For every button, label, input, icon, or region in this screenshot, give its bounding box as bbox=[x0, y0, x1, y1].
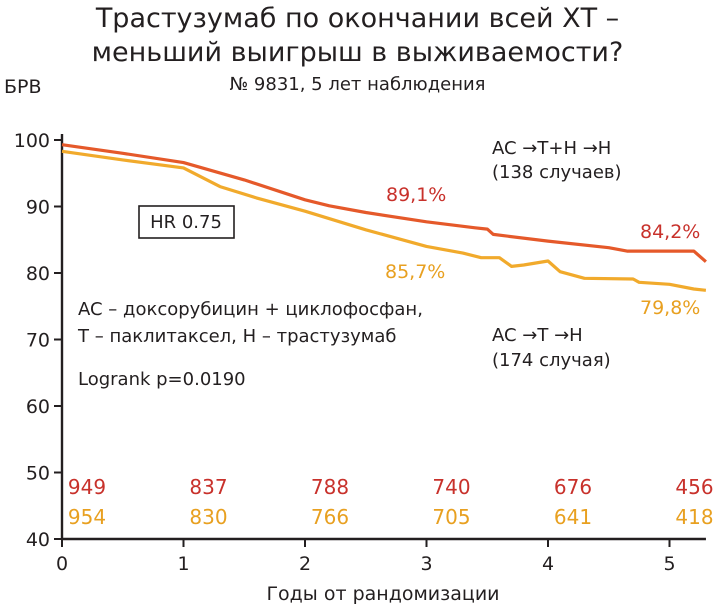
annotation-orange-85: 85,7% bbox=[385, 261, 445, 283]
at-risk-value-series2: 766 bbox=[311, 505, 349, 529]
at-risk-value-series1: 837 bbox=[189, 475, 227, 499]
at-risk-value-series2: 830 bbox=[189, 505, 227, 529]
at-risk-value-series2: 954 bbox=[68, 505, 106, 529]
annotation-orange-79: 79,8% bbox=[640, 297, 700, 319]
series-line-2 bbox=[61, 149, 707, 292]
series-line-1 bbox=[61, 143, 707, 263]
chart-title-line1: Трастузумаб по окончании всей ХТ – bbox=[95, 3, 620, 34]
x-tick-label: 5 bbox=[663, 553, 675, 575]
y-tick-label: 70 bbox=[26, 330, 50, 352]
at-risk-value-series2: 705 bbox=[432, 505, 470, 529]
x-tick-label: 4 bbox=[542, 553, 554, 575]
x-tick-label: 2 bbox=[299, 553, 311, 575]
ticks: 40 50 60 70 80 90 100 0 1 2 3 4 5 bbox=[14, 130, 676, 575]
y-axis-label: БРВ bbox=[4, 76, 42, 98]
legend-series1-count: (138 случаев) bbox=[492, 162, 622, 183]
at-risk-value-series1: 740 bbox=[432, 475, 470, 499]
at-risk-value-series1: 676 bbox=[554, 475, 592, 499]
abbreviations-line2: T – паклитаксел, H – трастузумаб bbox=[77, 326, 397, 347]
y-tick-label: 40 bbox=[26, 529, 50, 551]
series-lines bbox=[61, 143, 707, 292]
x-tick-label: 3 bbox=[420, 553, 432, 575]
chart-title: Трастузумаб по окончании всей ХТ – меньш… bbox=[0, 2, 715, 70]
y-tick-label: 50 bbox=[26, 463, 50, 485]
legend-series1-name: AC →T+H →H bbox=[492, 138, 611, 159]
x-axis-label: Годы от рандомизации bbox=[266, 583, 499, 605]
chart-title-line2: меньший выигрыш в выживаемости? bbox=[91, 37, 624, 68]
annotation-red-84: 84,2% bbox=[640, 221, 700, 243]
y-tick-label: 100 bbox=[14, 130, 50, 152]
x-tick-label: 1 bbox=[177, 553, 189, 575]
hr-box bbox=[138, 205, 235, 239]
logrank-label: Logrank p=0.0190 bbox=[78, 369, 246, 390]
at-risk-value-series2: 418 bbox=[675, 505, 713, 529]
annotation-red-89: 89,1% bbox=[386, 184, 446, 206]
hr-label: HR 0.75 bbox=[150, 212, 222, 233]
legend-series2-count: (174 случая) bbox=[492, 350, 611, 371]
y-tick-label: 60 bbox=[26, 396, 50, 418]
chart-subtitle: № 9831, 5 лет наблюдения bbox=[229, 74, 486, 95]
y-tick-label: 90 bbox=[26, 197, 50, 219]
x-tick-label: 0 bbox=[56, 553, 68, 575]
legend-series2-name: AC →T →H bbox=[492, 325, 583, 346]
y-tick-label: 80 bbox=[26, 263, 50, 285]
at-risk-table: 949 837 788 740 676 456 954 830 766 705 641 418 bbox=[68, 475, 714, 529]
at-risk-value-series2: 641 bbox=[554, 505, 592, 529]
at-risk-value-series1: 949 bbox=[68, 475, 106, 499]
at-risk-value-series1: 788 bbox=[311, 475, 349, 499]
abbreviations-line1: AC – доксорубицин + циклофосфан, bbox=[78, 299, 423, 320]
at-risk-value-series1: 456 bbox=[675, 475, 713, 499]
